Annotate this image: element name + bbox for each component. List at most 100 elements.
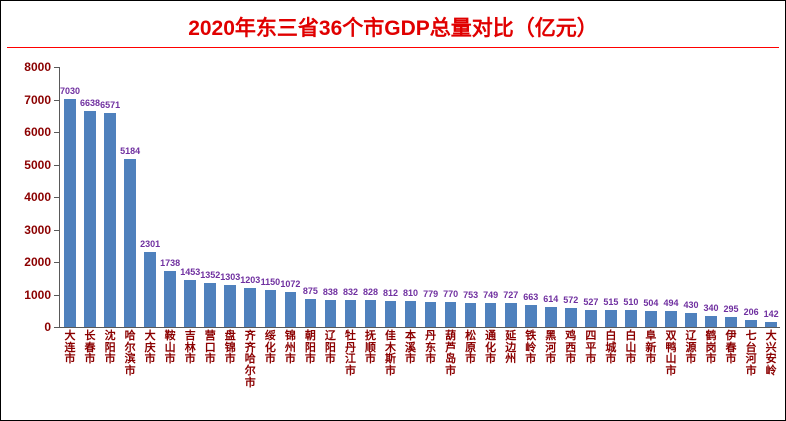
bar-slot: 753	[461, 67, 481, 327]
bar-value-label: 2301	[140, 239, 161, 249]
x-axis-label: 抚顺市	[364, 330, 376, 366]
bar	[564, 308, 577, 327]
bar-value-label: 494	[663, 298, 679, 308]
bar-slot: 2301	[140, 67, 160, 327]
x-axis-label: 通化市	[485, 330, 497, 366]
bar	[484, 303, 497, 327]
bar-value-label: 1072	[280, 279, 301, 289]
x-axis-label: 牡丹江市	[344, 330, 356, 377]
bar-slot: 832	[340, 67, 360, 327]
bar-value-label: 430	[683, 300, 699, 310]
x-axis-label: 黑河市	[545, 330, 557, 366]
x-axis-label: 白山市	[625, 330, 637, 366]
y-tick-mark	[54, 67, 59, 68]
bar	[605, 310, 617, 327]
bar-value-label: 142	[763, 309, 779, 319]
bar	[304, 299, 317, 327]
bar	[264, 290, 277, 327]
x-axis-label: 锦州市	[284, 330, 296, 366]
bar-slot: 614	[541, 67, 561, 327]
bar	[404, 301, 417, 327]
bar	[144, 252, 156, 327]
bar-value-label: 749	[483, 290, 499, 300]
bar-value-label: 5184	[120, 146, 141, 156]
bar-slot: 1203	[240, 67, 260, 327]
bar-slot: 828	[360, 67, 380, 327]
bar-slot: 494	[661, 67, 681, 327]
title-underline-rule	[7, 47, 779, 48]
bar-value-label: 828	[362, 287, 378, 297]
bar-slot: 663	[521, 67, 541, 327]
bar	[384, 301, 397, 327]
x-axis-label: 鞍山市	[164, 330, 176, 366]
bar-value-label: 206	[743, 307, 759, 317]
x-axis-label: 辽阳市	[324, 330, 336, 366]
x-axis-label: 双鸭山市	[665, 330, 677, 377]
x-axis-label: 佳木斯市	[385, 330, 397, 377]
x-axis-label: 阜新市	[645, 330, 657, 366]
bar-value-label: 340	[703, 303, 719, 313]
x-axis-label: 长春市	[84, 330, 96, 366]
bar-value-label: 504	[643, 298, 659, 308]
bar	[464, 303, 477, 327]
bar-slot: 340	[701, 67, 721, 327]
x-axis-label: 丹东市	[425, 330, 437, 366]
bar	[725, 317, 737, 327]
y-tick-mark	[54, 262, 59, 263]
bar	[424, 302, 437, 327]
bar-slot: 430	[681, 67, 701, 327]
bar-slot: 1150	[260, 67, 280, 327]
bar-slot: 810	[401, 67, 421, 327]
x-axis-label: 松原市	[465, 330, 477, 366]
bar	[164, 271, 176, 327]
bar	[524, 305, 537, 327]
y-tick-label: 6000	[24, 125, 51, 139]
x-axis-label: 本溪市	[405, 330, 417, 366]
y-tick-mark	[54, 294, 59, 296]
y-tick-mark	[54, 327, 59, 328]
x-axis-label: 鸡西市	[565, 330, 577, 366]
bar-value-label: 753	[463, 290, 479, 300]
y-axis-line	[59, 67, 60, 327]
bar-slot: 875	[300, 67, 320, 327]
y-tick-label: 8000	[24, 60, 51, 74]
bar	[84, 111, 96, 327]
x-axis-labels: 大连市长春市沈阳市哈尔滨市大庆市鞍山市吉林市营口市盘锦市齐齐哈尔市绥化市锦州市朝…	[60, 328, 781, 389]
bar	[765, 322, 777, 327]
bar	[745, 320, 757, 327]
x-axis-label: 大连市	[64, 330, 76, 366]
bar-value-label: 770	[443, 289, 459, 299]
y-tick-label: 2000	[24, 255, 51, 269]
bar	[585, 310, 597, 327]
y-tick-label: 0	[44, 320, 51, 334]
bar-value-label: 515	[603, 297, 619, 307]
y-tick-mark	[54, 229, 59, 231]
y-tick-mark	[54, 164, 59, 166]
bar-value-label: 1303	[220, 272, 241, 282]
bar-slot: 838	[320, 67, 340, 327]
y-tick-label: 3000	[24, 222, 51, 237]
bar-slot: 1303	[220, 67, 240, 327]
bar-value-label: 1352	[200, 270, 221, 280]
y-tick-label: 5000	[24, 157, 51, 172]
x-axis-label: 哈尔滨市	[124, 330, 136, 377]
bar	[665, 311, 677, 327]
bar-value-label: 1203	[240, 275, 261, 285]
bar	[344, 300, 357, 327]
bar-value-label: 614	[543, 294, 559, 304]
bar-slot: 6571	[100, 67, 120, 327]
bar-value-label: 6638	[80, 98, 101, 108]
x-axis-label: 盘锦市	[224, 330, 236, 366]
bar-value-label: 875	[302, 286, 318, 296]
x-axis-label: 营口市	[204, 330, 216, 366]
bar-slot: 5184	[120, 67, 140, 327]
x-axis-label: 鹤岗市	[705, 330, 717, 366]
bar-slot: 515	[601, 67, 621, 327]
x-axis-label: 延边州	[505, 330, 517, 366]
bar	[504, 303, 517, 327]
x-axis-label: 绥化市	[264, 330, 276, 366]
x-axis-label: 辽源市	[685, 330, 697, 366]
bar-slot: 812	[381, 67, 401, 327]
bar-value-label: 527	[583, 297, 599, 307]
